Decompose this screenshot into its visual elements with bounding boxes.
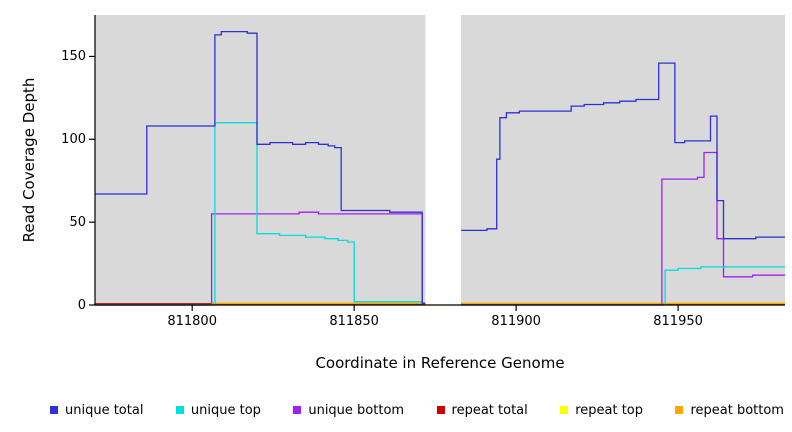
legend-item: repeat total: [436, 402, 528, 418]
y-tick-label: 100: [61, 132, 86, 148]
x-axis-title: Coordinate in Reference Genome: [315, 354, 565, 372]
legend-swatch: [675, 406, 684, 414]
legend-label: unique total: [65, 402, 144, 418]
legend-item: unique top: [175, 402, 261, 418]
legend-item: unique bottom: [293, 403, 404, 418]
legend-label: repeat total: [451, 402, 528, 418]
y-tick-label: 150: [61, 49, 86, 65]
series-unique-top: [95, 122, 785, 306]
legend-label: unique bottom: [308, 402, 405, 418]
legend-swatch: [50, 406, 58, 414]
y-axis-title: Read Coverage Depth: [20, 77, 38, 243]
legend-label: repeat top: [575, 402, 643, 418]
legend-label: repeat bottom: [690, 402, 784, 418]
x-tick-label: 811800: [167, 314, 217, 329]
y-tick-label: 0: [77, 298, 86, 313]
legend-swatch: [436, 406, 445, 414]
legend-swatch: [293, 406, 302, 414]
legend-item: repeat bottom: [675, 403, 784, 418]
y-tick-label: 50: [69, 215, 86, 231]
series-unique-total: [95, 30, 785, 304]
legend-swatch: [175, 406, 184, 414]
plot-area: [89, 15, 785, 311]
legend-swatch: [560, 406, 569, 414]
legend: unique total unique top unique bottom repea…: [50, 399, 784, 421]
legend-label: unique top: [190, 402, 261, 418]
x-tick-label: 811900: [491, 314, 541, 329]
legend-item: repeat top: [560, 403, 643, 418]
coverage-gap: [425, 15, 462, 305]
legend-item: unique total: [50, 403, 143, 418]
x-tick-label: 811950: [653, 314, 703, 329]
x-tick-label: 811850: [329, 314, 379, 329]
